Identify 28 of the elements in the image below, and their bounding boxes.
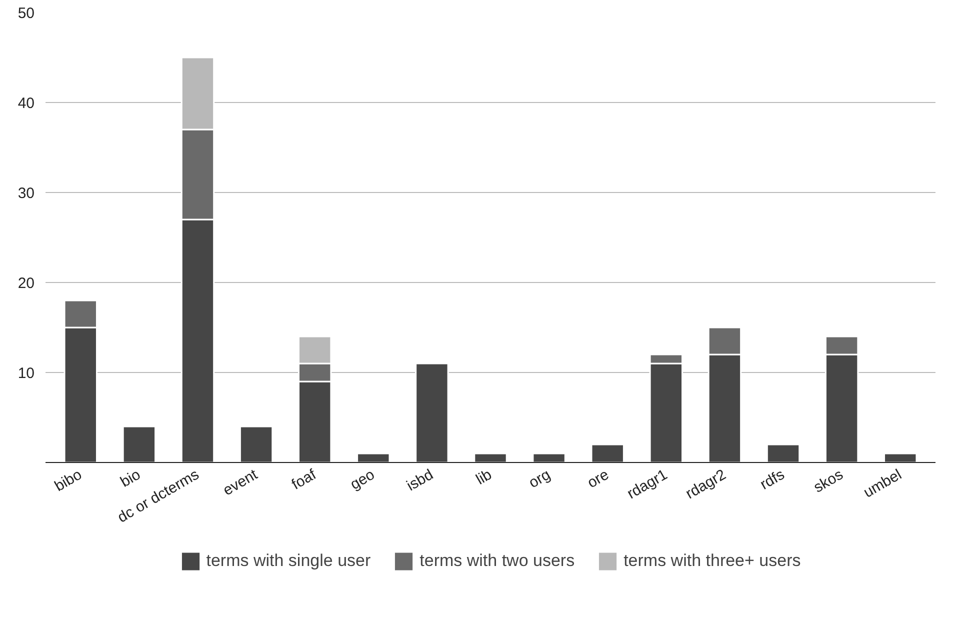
- bar: [766, 444, 800, 462]
- x-tick-label: rdfs: [757, 466, 788, 494]
- x-tick-label: bio: [118, 466, 144, 491]
- y-tick-label: 30: [18, 185, 35, 202]
- y-tick-label: 40: [18, 95, 35, 112]
- x-tick-label: ore: [584, 466, 612, 492]
- bar: [356, 452, 390, 462]
- bar: [532, 452, 566, 462]
- x-tick-label: org: [526, 466, 554, 492]
- bar: [884, 452, 918, 462]
- bar: [590, 444, 624, 462]
- y-tick-label: 20: [18, 275, 35, 292]
- x-tick-label: event: [220, 466, 262, 500]
- bar: [239, 426, 274, 462]
- x-tick-label: bibo: [52, 466, 85, 496]
- x-tick-label: lib: [473, 466, 495, 488]
- bar: [474, 452, 508, 462]
- bar: [122, 426, 156, 462]
- x-tick-label: isbd: [404, 466, 436, 495]
- legend-label: terms with single user: [206, 551, 371, 571]
- legend-label: terms with two users: [420, 551, 575, 571]
- y-tick-label: 10: [18, 365, 35, 382]
- x-tick-label: foaf: [288, 466, 320, 494]
- x-tick-label: skos: [810, 466, 846, 496]
- bar: [415, 362, 449, 462]
- x-tick-label: geo: [347, 466, 378, 494]
- y-tick-label: 50: [18, 5, 35, 22]
- legend-label: terms with three+ users: [624, 551, 801, 571]
